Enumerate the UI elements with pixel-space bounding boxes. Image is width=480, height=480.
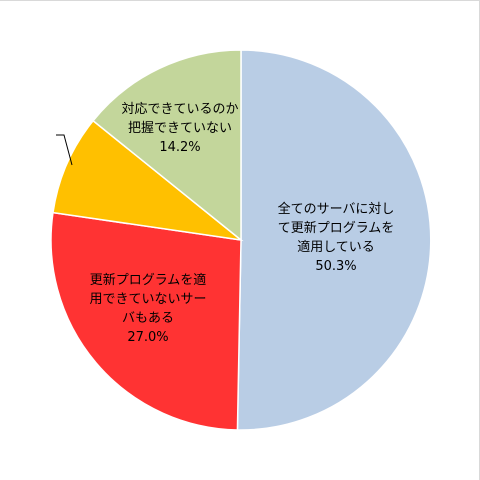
slice-label-line: 把握できていない [128,121,232,136]
slice-unknown [92,49,242,242]
slice-label-line: 用できていないサー [89,292,206,307]
slice-value-label: 27.0% [127,330,168,345]
slice-value-label: 14.2% [159,140,200,155]
slice-label-line: バもある [122,311,174,326]
slice-label-line: 適用している [297,239,375,255]
slice-all-servers-applied [236,49,432,431]
slice-label-1: 全てのサーバに対して更新プログラムを適用している 50.3% [278,201,395,274]
slice-label-4: 対応できているのか把握できていない 14.2% [121,102,238,155]
labels-layer: 全てのサーバに対して更新プログラムを適用している 50.3% 更新プログラムを適用で… [56,102,395,345]
slice-value-label: 50.3% [315,259,356,274]
slice-label-line: 対応できているのか [121,102,238,117]
slice-some-not-applied [50,211,242,431]
slice-none-applied [52,119,244,242]
slice-label-line: 全てのサーバに対し [278,201,395,217]
slice-label-line: 更新プログラムを適 [90,272,207,288]
slice-label-2: 更新プログラムを適用できていないサーバもある 27.0% [89,272,206,345]
leader-line [56,134,73,166]
slice-label-line: て更新プログラムを [278,220,395,236]
slices-layer [50,49,432,431]
